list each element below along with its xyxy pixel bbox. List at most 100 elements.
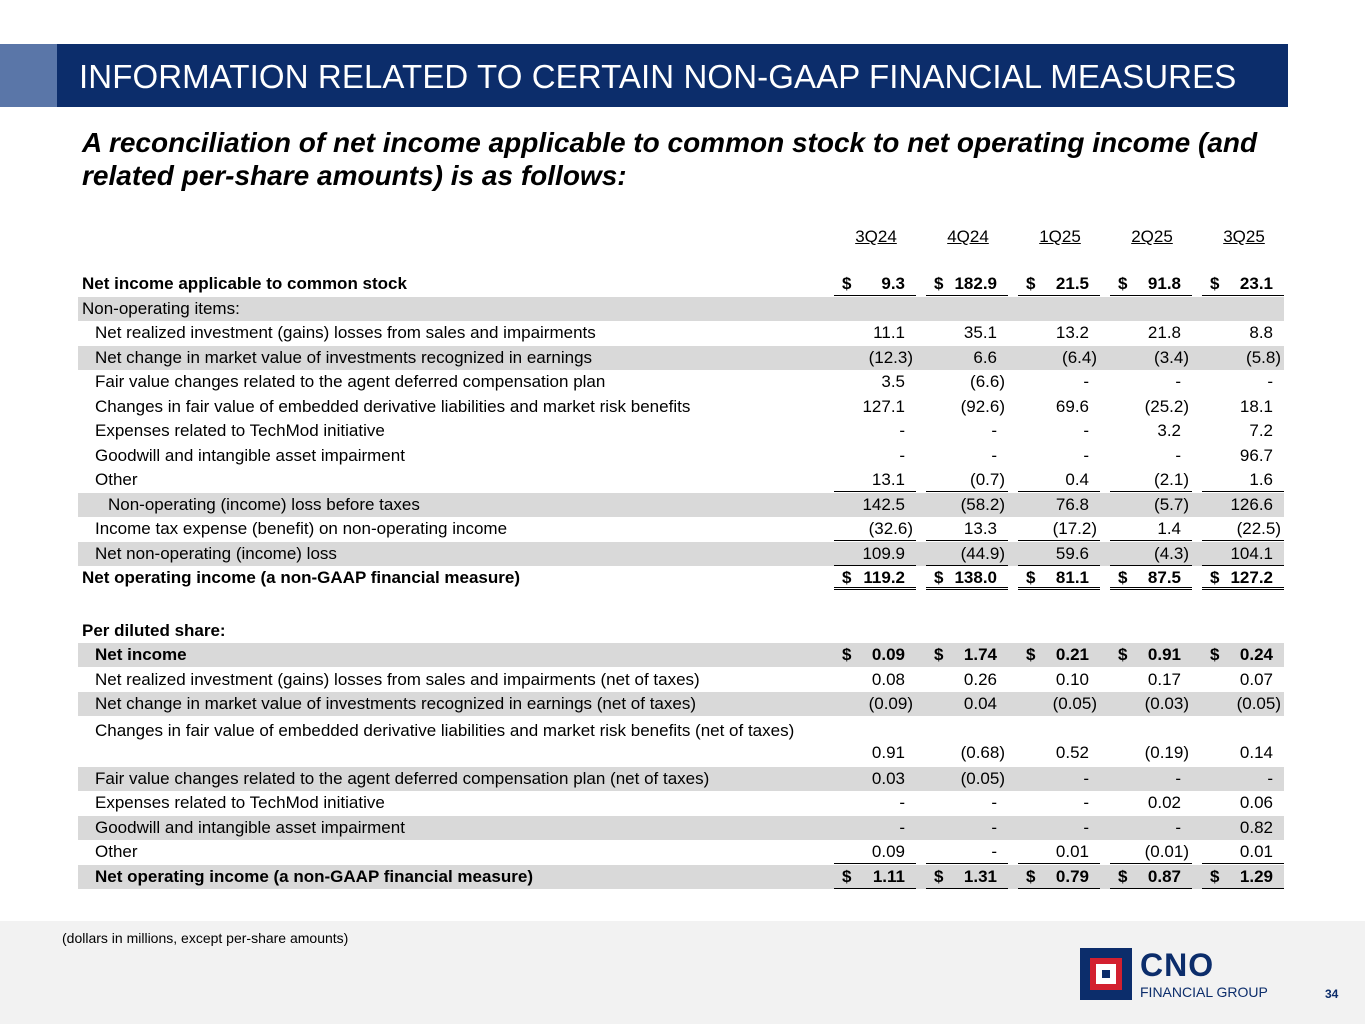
cell-value: (0.01)	[1144, 842, 1189, 861]
table-row: Non-operating (income) loss before taxes…	[78, 492, 1284, 517]
table-cell: 6.6	[926, 348, 1008, 370]
row-label: Other	[95, 842, 138, 861]
table-cell: 142.5	[834, 495, 916, 517]
column-header-4q24: 4Q24	[947, 227, 989, 246]
cell-value: (0.09)	[868, 694, 913, 713]
column-header-3q24: 3Q24	[855, 227, 897, 246]
currency-symbol: $	[934, 274, 944, 293]
cell-value: 0.08	[871, 669, 905, 689]
cell-value: -	[991, 842, 997, 861]
table-cell: -	[1110, 372, 1192, 394]
table-cell: -	[834, 818, 916, 840]
cell-value: (44.9)	[960, 543, 1005, 563]
table-cell: 0.06	[1202, 793, 1284, 815]
table-row: Expenses related to TechMod initiative - -…	[78, 791, 1284, 815]
table-cell: (0.68)	[926, 743, 1008, 765]
table-cell: (0.05)	[1018, 694, 1100, 716]
currency-symbol: $	[1026, 274, 1036, 293]
table-cell: $182.9	[926, 274, 1008, 296]
table-cell: $1.31	[926, 867, 1008, 889]
table-cell: $1.29	[1202, 867, 1284, 889]
currency-symbol: $	[1118, 274, 1128, 293]
table-row: Net realized investment (gains) losses f…	[78, 668, 1284, 692]
currency-symbol: $	[934, 645, 944, 664]
cell-value: 11.1	[873, 323, 905, 342]
cell-value: 119.2	[863, 568, 905, 587]
row-label: Net income	[95, 645, 187, 664]
table-cell: (22.5)	[1202, 519, 1284, 541]
table-cell: $0.91	[1110, 645, 1192, 667]
table-cell: $1.74	[926, 645, 1008, 667]
cell-value: (2.1)	[1154, 470, 1189, 489]
table-cell: (0.05)	[1202, 694, 1284, 716]
cell-value: 59.6	[1055, 543, 1089, 563]
table-cell: (6.4)	[1018, 348, 1100, 370]
cell-value: (22.5)	[1236, 519, 1281, 538]
cell-value: 0.01	[1055, 842, 1089, 861]
cell-value: 6.6	[973, 347, 997, 367]
cell-value: (0.05)	[1236, 694, 1281, 713]
table-cell: (4.3)	[1110, 544, 1192, 566]
table-cell: -	[926, 446, 1008, 468]
table-cell: -	[926, 842, 1008, 864]
table-cell: 0.91	[834, 743, 916, 765]
cell-value: 0.4	[1065, 470, 1089, 489]
cell-value: (5.8)	[1246, 347, 1281, 367]
row-label: Fair value changes related to the agent …	[95, 768, 710, 788]
table-cell: $91.8	[1110, 274, 1192, 296]
table-cell: 69.6	[1018, 397, 1100, 419]
table-row: Net change in market value of investment…	[78, 692, 1284, 716]
cell-value: -	[1083, 768, 1089, 788]
table-cell: (0.01)	[1110, 842, 1192, 864]
cell-value: 35.1	[963, 323, 997, 342]
cell-value: 1.31	[963, 866, 997, 886]
table-cell: 109.9	[834, 544, 916, 566]
row-label: Per diluted share:	[82, 620, 226, 640]
table-cell: 1.6	[1202, 470, 1284, 492]
currency-symbol: $	[1118, 866, 1128, 886]
cell-value: -	[1083, 793, 1089, 812]
cell-value: 0.52	[1055, 742, 1089, 762]
cell-value: 3.5	[881, 372, 905, 391]
cell-value: -	[1083, 817, 1089, 837]
table-cell: -	[926, 421, 1008, 443]
cell-value: -	[1083, 421, 1089, 440]
table-cell: -	[834, 446, 916, 468]
table-cell: $81.1	[1018, 568, 1100, 590]
cell-value: (92.6)	[960, 396, 1005, 416]
table-cell: 8.8	[1202, 323, 1284, 345]
cell-value: (6.6)	[970, 372, 1005, 391]
cell-value: -	[899, 445, 905, 465]
footer-band	[0, 921, 1365, 1024]
table-cell: -	[834, 793, 916, 815]
cell-value: 13.2	[1055, 323, 1089, 342]
cell-value: 0.02	[1147, 793, 1181, 812]
cell-value: -	[899, 421, 905, 440]
table-cell: $0.21	[1018, 645, 1100, 667]
cell-value: -	[991, 445, 997, 465]
cell-value: -	[991, 793, 997, 812]
cell-value: 0.17	[1147, 669, 1181, 689]
table-row: Per diluted share:	[78, 619, 1284, 643]
row-label: Net realized investment (gains) losses f…	[95, 669, 700, 689]
cell-value: -	[1175, 445, 1181, 465]
table-cell: 13.2	[1018, 323, 1100, 345]
cell-value: (3.4)	[1154, 347, 1189, 367]
cell-value: 13.3	[963, 519, 997, 538]
row-label: Income tax expense (benefit) on non-oper…	[95, 519, 508, 538]
table-cell: -	[1110, 769, 1192, 791]
cell-value: (0.7)	[970, 470, 1005, 489]
cell-value: (6.4)	[1062, 347, 1097, 367]
cell-value: -	[991, 817, 997, 837]
cell-value: 3.2	[1157, 421, 1181, 440]
cell-value: 9.3	[881, 274, 905, 293]
table-cell: $0.09	[834, 645, 916, 667]
cell-value: 138.0	[954, 568, 997, 587]
table-cell: 18.1	[1202, 397, 1284, 419]
header-accent-bar	[0, 44, 57, 107]
cell-value: 0.24	[1239, 645, 1273, 664]
cell-value: 87.5	[1147, 568, 1181, 587]
cell-value: -	[1267, 768, 1273, 788]
page-title: INFORMATION RELATED TO CERTAIN NON-GAAP …	[79, 58, 1237, 95]
